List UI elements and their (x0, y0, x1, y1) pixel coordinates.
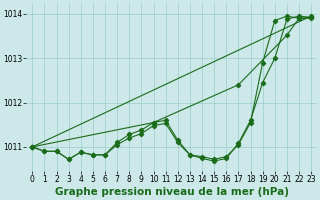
X-axis label: Graphe pression niveau de la mer (hPa): Graphe pression niveau de la mer (hPa) (55, 187, 289, 197)
